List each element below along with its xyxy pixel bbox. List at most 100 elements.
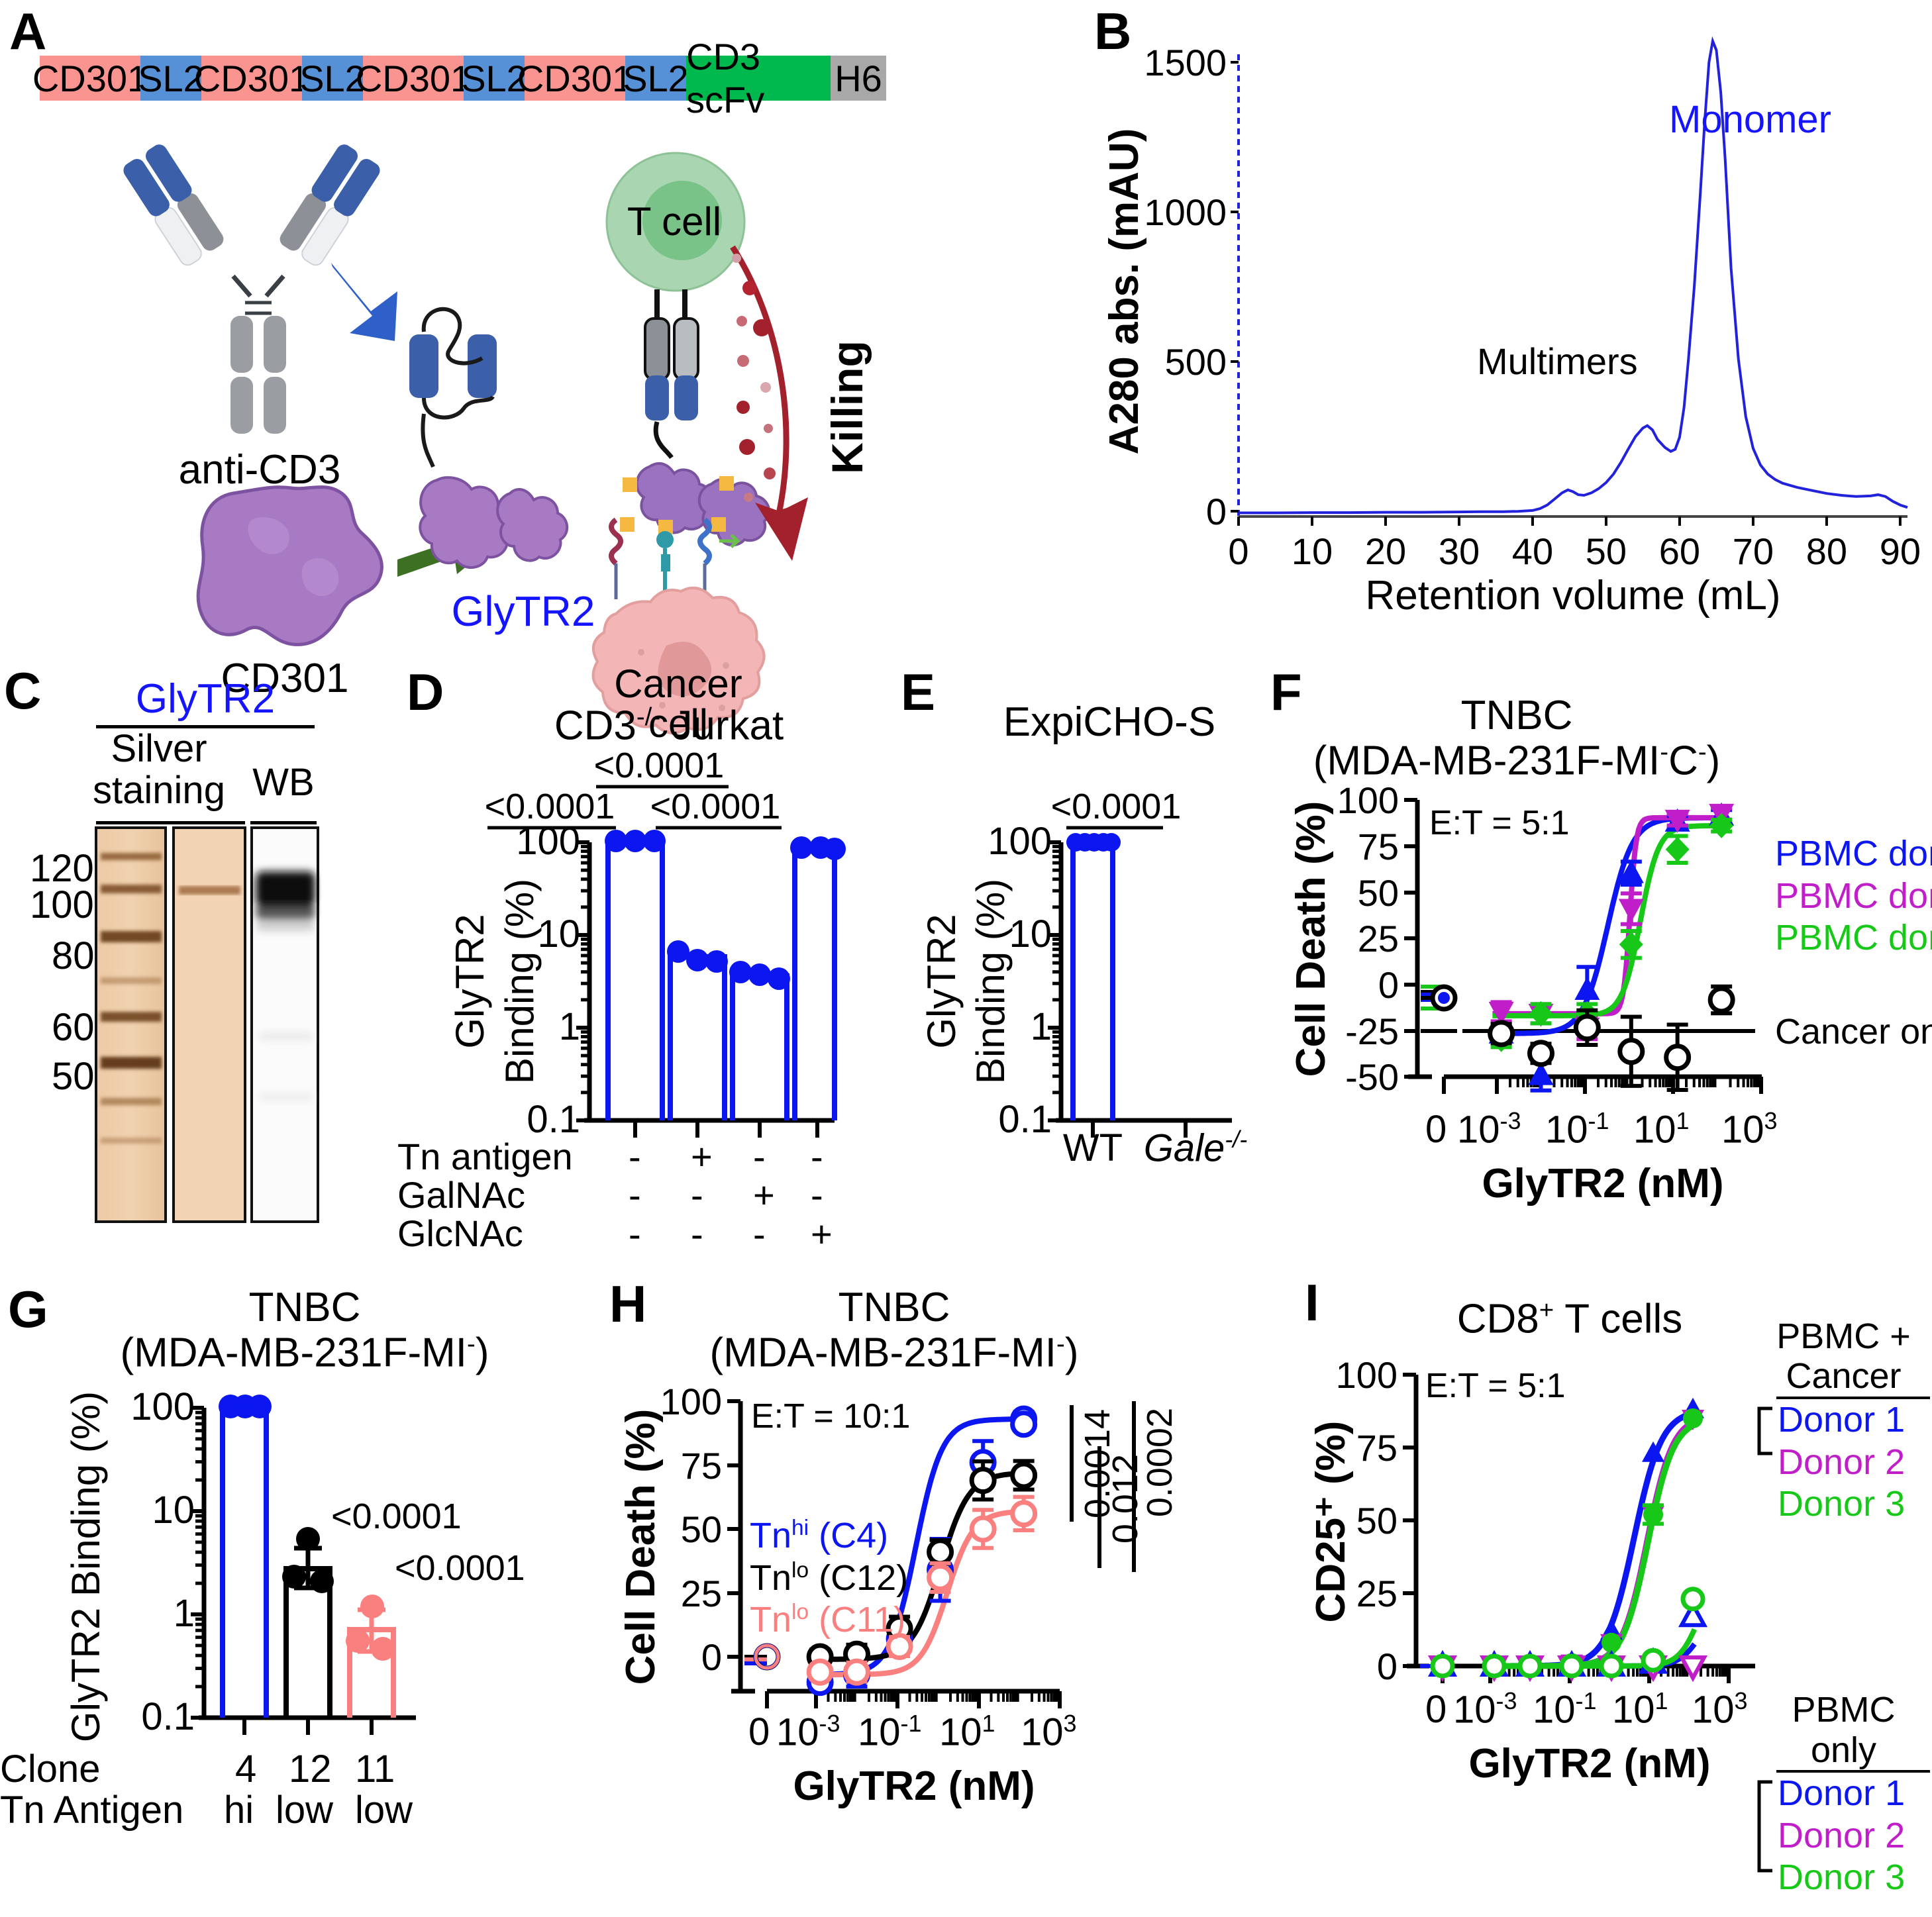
cancer-cell-icon (591, 586, 766, 734)
data-marker (1641, 1647, 1666, 1673)
data-marker (1527, 1040, 1554, 1067)
silver-label-line2: staining (93, 768, 225, 812)
panel-i-title-sup: + (1539, 1296, 1554, 1324)
g-ytick-10: 10 (152, 1489, 195, 1532)
e-ytick-10: 10 (1009, 912, 1052, 956)
glytr2-label: GlyTR2 (452, 587, 595, 635)
legend-item-donor2: PBMC donor 2 (1775, 875, 1932, 916)
panel-d-title-tail: Jurkat (660, 703, 784, 749)
tnant-v0: hi (224, 1789, 254, 1832)
legend-group-pbmc-only: PBMC only Donor 1 Donor 2 Donor 3 (1755, 1690, 1932, 1899)
f-ytick-100: 100 (1337, 779, 1399, 821)
clone-v1: 12 (289, 1747, 332, 1791)
panel-e-letter: E (901, 663, 936, 721)
gel-lane-western-blot (250, 826, 319, 1223)
panel-h-pvalue-3: 0.0002 (1140, 1408, 1180, 1518)
bar-clone4 (220, 1405, 269, 1718)
domain-sl2-1: SL2 (138, 56, 204, 101)
i-ytick-75: 75 (1356, 1427, 1398, 1469)
y-tick-500: 500 (1165, 341, 1227, 383)
panel-h-legend: Tnhi (C4) Tnlo (C12) Tnlo (C11) (750, 1515, 908, 1642)
panel-f-title: TNBC (MDA-MB-231F-MI-C-) (1305, 693, 1729, 784)
i-ytick-25: 25 (1356, 1573, 1398, 1614)
panel-f-chart: 100 75 50 25 0 -25 -50 E:T = 5:1 Cancer … (1288, 779, 1932, 1098)
condition-label-clone: Clone (0, 1747, 101, 1791)
domain-sl2-3: SL2 (461, 56, 527, 101)
monomer-annotation: Monomer (1669, 98, 1831, 141)
g-ytick-100: 100 (130, 1385, 195, 1428)
e-ytick-1: 1 (1031, 1005, 1052, 1048)
b-xtick-20: 20 (1365, 530, 1406, 572)
panel-h-title: TNBC (MDA-MB-231F-MI-) (682, 1285, 1106, 1376)
condition-label-tn-antigen: Tn Antigen (0, 1789, 184, 1832)
panel-d-ylabel-line2: Binding (%) (497, 879, 542, 1084)
i-ytick-100: 100 (1336, 1354, 1398, 1396)
mw-marker-80: 80 (52, 934, 95, 977)
panel-i: I CD8+ T cells 100 75 50 25 0 E (1298, 1245, 1932, 1897)
d-ytick-10: 10 (537, 912, 580, 956)
panel-c-header-rule (96, 725, 315, 728)
d-ytick-100: 100 (516, 820, 580, 863)
data-marker (1529, 1001, 1553, 1026)
b-xtick-0: 0 (1228, 530, 1248, 572)
data-marker (1619, 932, 1643, 958)
panel-e-ylabel-line1: GlyTR2 (919, 914, 964, 1048)
data-marker (1683, 1408, 1703, 1428)
panel-d-title-sup: -/- (636, 703, 661, 731)
cond-tn-2: - (753, 1136, 766, 1178)
legend-g1-line1: PBMC + (1776, 1316, 1911, 1356)
cond-tn-3: - (811, 1136, 823, 1178)
panel-i-et-ratio: E:T = 5:1 (1425, 1367, 1566, 1405)
panel-b-ylabel: A280 abs. (mAU) (1101, 128, 1147, 455)
clone-v0: 4 (235, 1747, 257, 1791)
zero-dose-points (1421, 984, 1458, 1012)
data-marker (1574, 977, 1600, 1001)
panel-e-pvalue: <0.0001 (1051, 787, 1182, 826)
data-marker (1528, 1061, 1554, 1085)
legend-g2-donor1: Donor 1 (1778, 1773, 1906, 1814)
cd301-label: CD301 (221, 656, 349, 701)
data-marker (1599, 1653, 1624, 1679)
data-marker (1678, 1655, 1708, 1683)
multimers-annotation: Multimers (1477, 340, 1638, 382)
b-xtick-30: 30 (1439, 530, 1480, 572)
mw-marker-60: 60 (52, 1006, 95, 1049)
d-ytick-1: 1 (559, 1005, 580, 1048)
data-marker (1618, 860, 1644, 883)
panel-g-title: TNBC (MDA-MB-231F-MI-) (99, 1285, 510, 1376)
legend-g2-line1: PBMC (1792, 1690, 1896, 1730)
gel-lane-ladder (95, 826, 167, 1223)
panel-i-title-post: T cells (1554, 1296, 1683, 1342)
data-marker (1430, 1653, 1455, 1679)
x-ticks (242, 1718, 374, 1735)
cancer-cell-label-1: Cancer (614, 662, 742, 706)
panel-h-letter: H (609, 1275, 647, 1333)
panel-b: B 0 500 1000 1500 0 10 20 30 40 50 60 70 80 90 Mo… (1086, 0, 1932, 636)
data-markers (806, 1405, 1038, 1696)
y-tick-1000: 1000 (1144, 191, 1227, 233)
cond-galnac-1: - (691, 1174, 703, 1216)
b-xtick-10: 10 (1292, 530, 1333, 572)
g-ytick-1: 1 (174, 1592, 195, 1635)
data-marker (1482, 1653, 1507, 1679)
data-marker (1642, 1441, 1664, 1462)
panel-c-header: GlyTR2 (135, 676, 276, 722)
panel-f-xlabel: GlyTR2 (nM) (1482, 1161, 1724, 1206)
cd301-protein-icon (196, 485, 383, 646)
domain-label: SL2 (461, 57, 527, 99)
panel-e-xlabel-wt: WT (1062, 1126, 1123, 1169)
panel-i-ylabel: CD25⁺ (%) (1308, 1421, 1354, 1623)
panel-g-condition-table: Clone 4 12 11 Tn Antigen hi low low (0, 1749, 596, 1832)
f-ytick-50: 50 (1358, 872, 1399, 914)
panel-d-title: CD3-/- Jurkat (483, 703, 854, 749)
silver-rule (96, 821, 245, 824)
panel-d-condition-table: Tn antigen - + - - GalNAc - - + - GlcNAc… (397, 1136, 854, 1253)
legend-item-tn-lo-c12: Tnlo (C12) (750, 1557, 909, 1598)
panel-f-title-line1: TNBC (1460, 693, 1573, 738)
legend-g1-donor2: Donor 2 (1778, 1442, 1906, 1482)
legend-g2-line2: only (1810, 1730, 1877, 1770)
domain-label: CD301 (355, 57, 472, 99)
panel-i-xlabel: GlyTR2 (nM) (1468, 1741, 1711, 1787)
panel-g-title-line2: (MDA-MB-231F-MI-) (120, 1329, 489, 1376)
f-ytick-75: 75 (1358, 826, 1399, 867)
